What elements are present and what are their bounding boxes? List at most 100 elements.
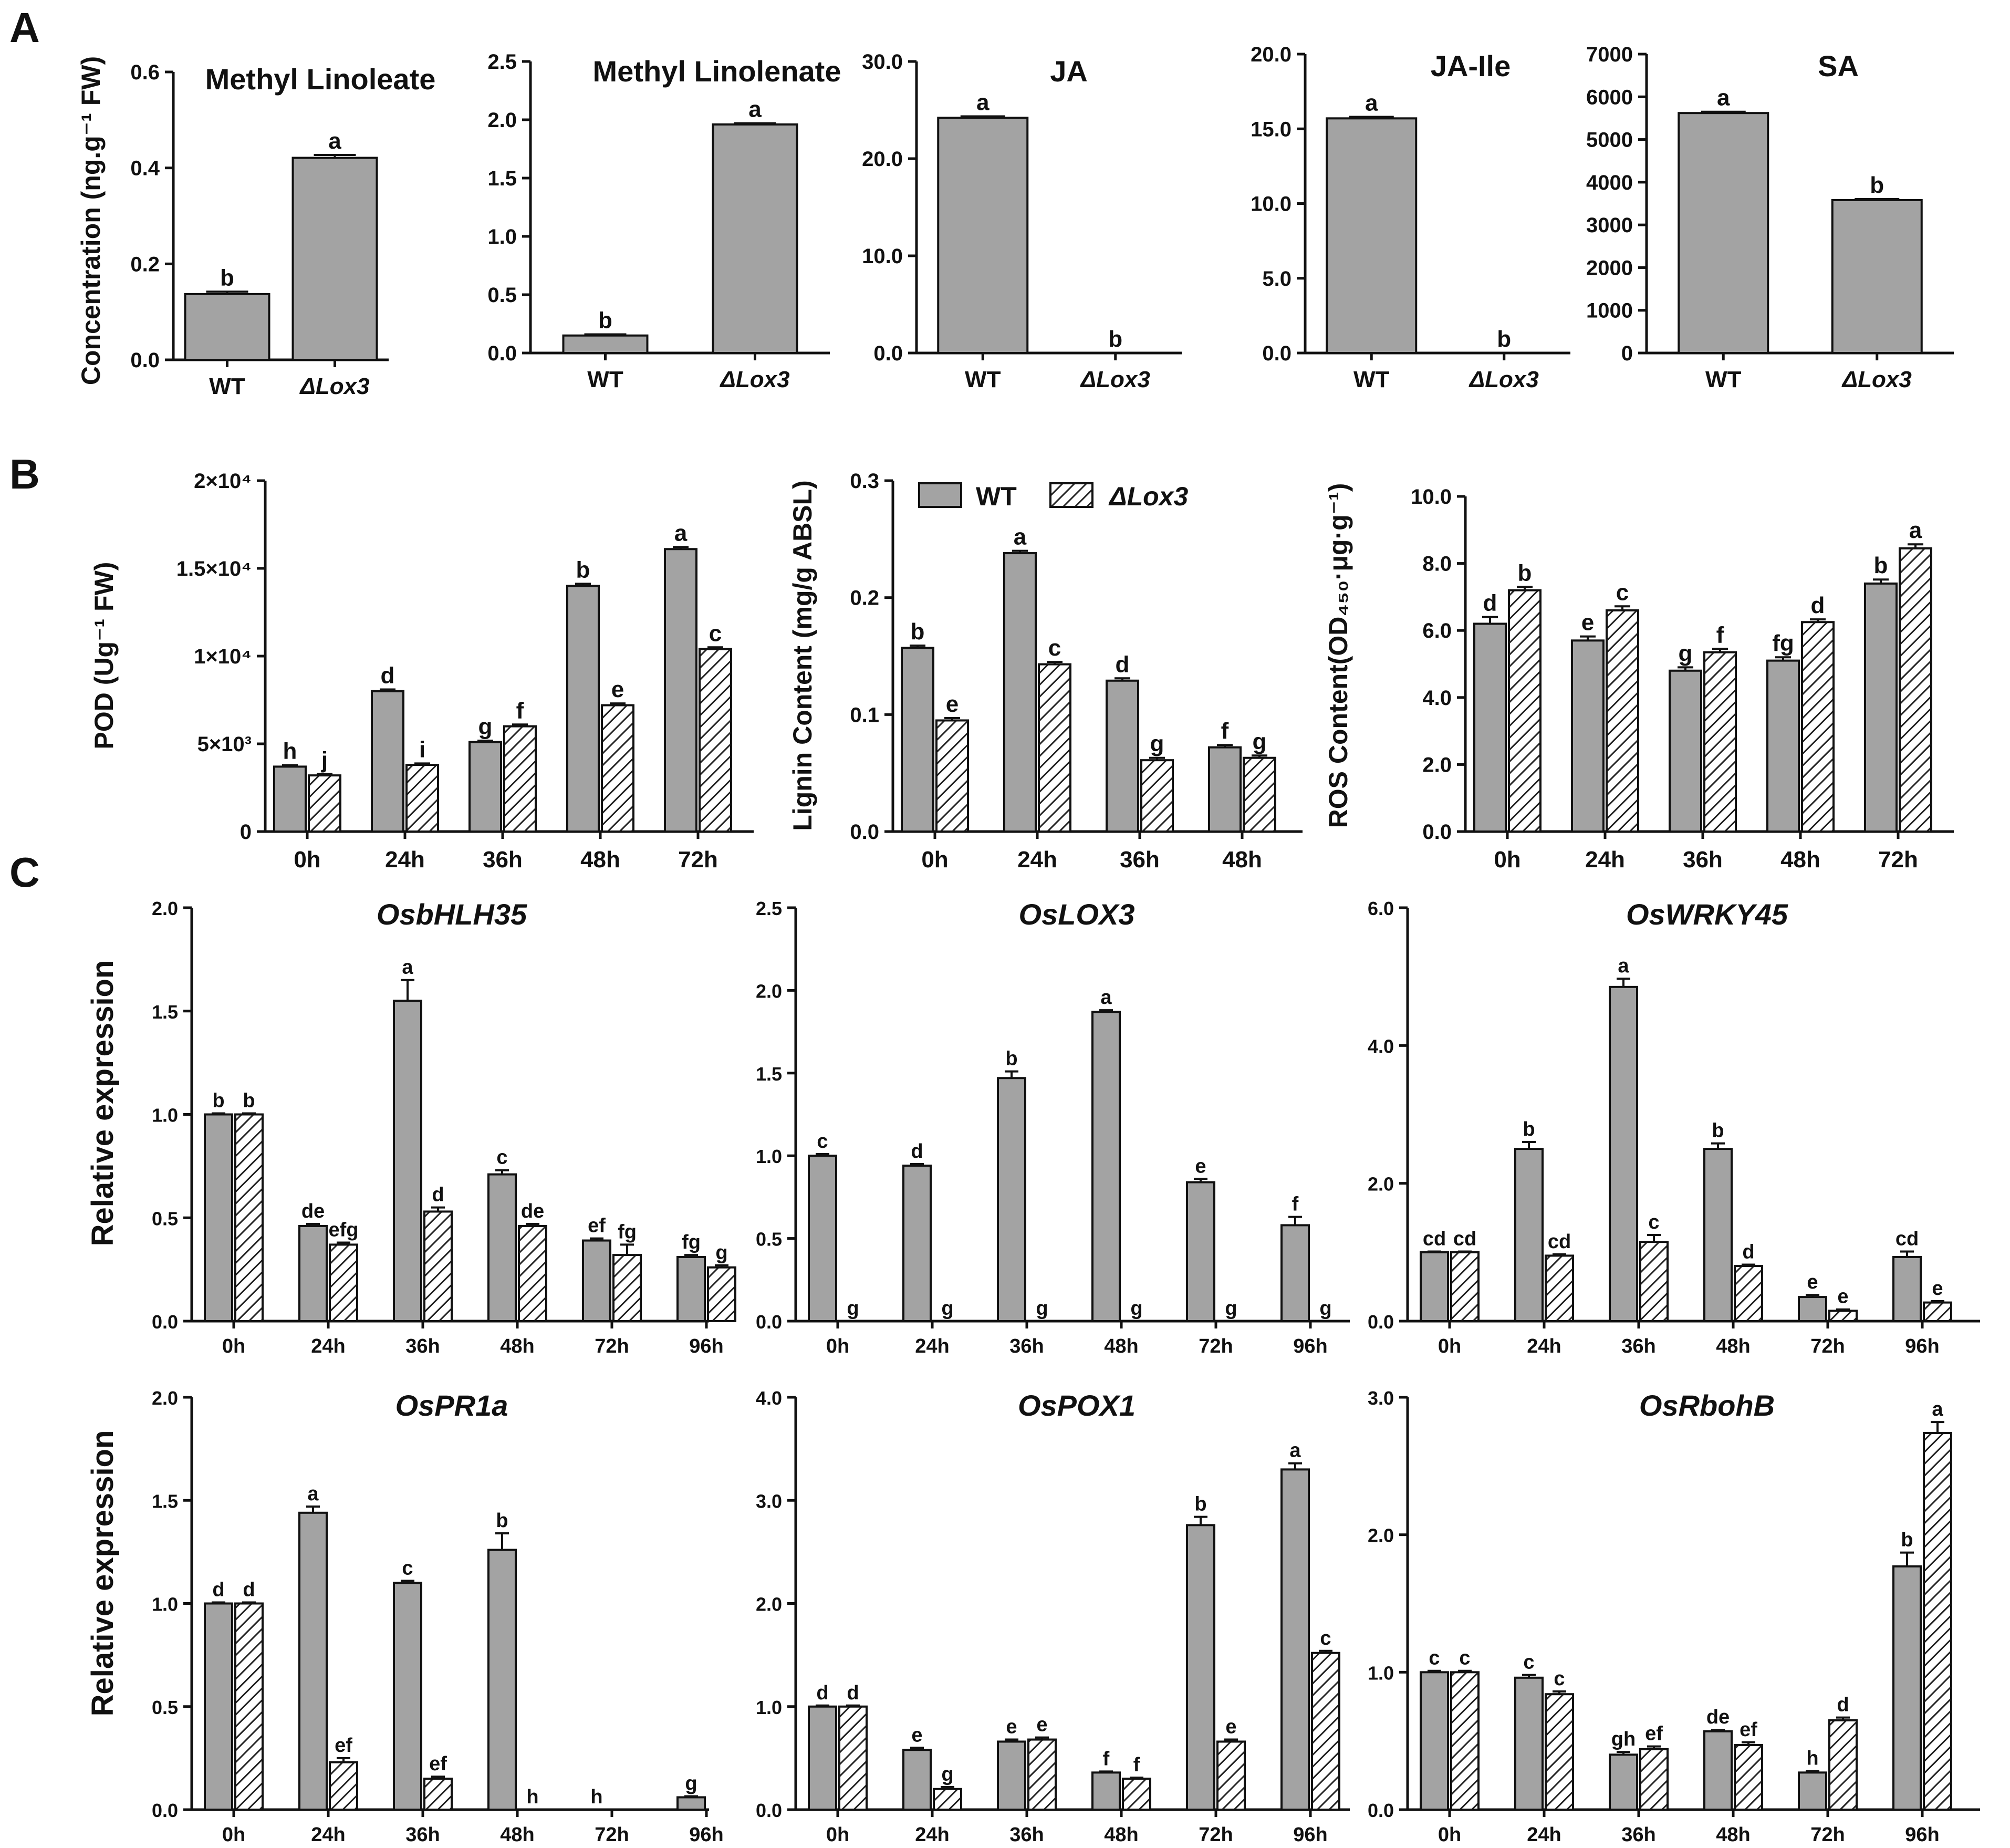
chart-methyl-linolenate: 0.0 0.5 1.0 1.5 2.0 2.5 Methyl Linolenate b WT a Δ… (487, 50, 841, 392)
bar-wt-48h (1703, 1730, 1733, 1811)
x-tick-label: 48h (1222, 847, 1262, 873)
bar-lox3-36h (1639, 1241, 1669, 1323)
bar-lox3-48h (1734, 1265, 1763, 1322)
y-tick-label: 0.0 (873, 342, 903, 365)
y-tick-label: 1.0 (756, 1146, 782, 1167)
significance-letter: e (1581, 610, 1594, 636)
significance-letter: g (941, 1297, 953, 1320)
y-tick-label: 4000 (1586, 171, 1633, 194)
significance-letter: b (243, 1090, 255, 1112)
y-tick-label: 3000 (1586, 214, 1633, 237)
significance-letter: de (301, 1200, 325, 1222)
chart-ja-ile: 0.0 5.0 10.0 15.0 20.0 JA-Ile a WT b ΔLox3 (1251, 43, 1570, 392)
x-tick-label: 24h (1527, 1824, 1561, 1846)
significance-letter: e (1195, 1155, 1206, 1177)
significance-letter: d (432, 1184, 444, 1206)
significance-letter: fg (618, 1221, 637, 1243)
bar-lox3-24h (1038, 663, 1071, 833)
y-tick-label: 1×10⁴ (194, 645, 252, 668)
significance-letter: e (946, 691, 959, 717)
significance-letter: f (1716, 622, 1724, 648)
chart-title: OsPOX1 (1018, 1389, 1136, 1422)
bar-lox3-48h (518, 1224, 547, 1322)
y-tick-label: 2.0 (152, 1387, 178, 1409)
significance-letter: g (941, 1763, 953, 1785)
x-tick-label: 96h (1293, 1824, 1327, 1846)
bar-wt-72h (1186, 1181, 1215, 1323)
chart-sa: 0 1000 2000 3000 4000 5000 6000 7000 SA a WT b ΔLox3 (1586, 43, 1954, 392)
bar-wt-0h (273, 765, 307, 833)
y-tick-label: 1.5 (152, 1001, 178, 1023)
bar-wt-24h (1003, 552, 1037, 833)
x-tick-label: 96h (689, 1824, 723, 1846)
legend-wt-label: WT (976, 482, 1017, 511)
x-tick-label: 24h (311, 1335, 345, 1357)
chart-title: OsPR1a (395, 1389, 508, 1422)
significance-letter: fg (1772, 630, 1794, 656)
bar-wt-36h (1106, 679, 1139, 833)
x-tick-label: 0h (222, 1824, 245, 1846)
y-tick-label: 1.0 (152, 1105, 178, 1126)
significance-letter: a (1932, 1398, 1943, 1420)
y-tick-label: 1.5 (756, 1063, 782, 1085)
bar-lox3-0h (308, 774, 341, 833)
significance-letter: c (1648, 1211, 1659, 1233)
bar-lox3-0h (234, 1602, 264, 1811)
panel-a-ylabel: Concentration (ng.g⁻¹ FW) (76, 56, 106, 385)
significance-letter: h (590, 1786, 602, 1808)
bar-wt (1326, 117, 1418, 355)
significance-letter: fg (682, 1231, 701, 1253)
x-tick-label: 36h (1009, 1824, 1044, 1846)
legend-mutant-label: ΔLox3 (1108, 482, 1188, 511)
y-tick-label: 20.0 (1251, 43, 1292, 66)
bar-wt-72h (582, 1239, 611, 1322)
bar-wt-24h (371, 690, 404, 833)
significance-letter: cd (1453, 1228, 1476, 1250)
bar-wt-72h (664, 548, 697, 833)
significance-letter: b (212, 1090, 224, 1112)
significance-letter: j (321, 747, 328, 773)
bar-wt-24h (1514, 1148, 1544, 1322)
y-tick-label: 0.0 (850, 821, 879, 844)
significance-letter: g (1036, 1297, 1048, 1320)
panel-label-c: C (9, 849, 40, 896)
y-tick-label: 1.0 (756, 1697, 782, 1718)
significance-letter: b (1712, 1120, 1724, 1142)
significance-letter: b (576, 557, 590, 583)
significance-letter: ef (429, 1753, 447, 1775)
y-tick-label: 15.0 (1251, 118, 1292, 141)
significance-letter: d (1483, 590, 1497, 616)
pod-ylabel: POD (Ug⁻¹ FW) (89, 562, 119, 750)
y-tick-label: 0.0 (1368, 1800, 1394, 1821)
bar-lox3-72h (1828, 1310, 1858, 1322)
bar-wt-36h (997, 1740, 1026, 1811)
x-tick-label: 36h (1621, 1335, 1655, 1357)
significance-letter: a (1100, 987, 1112, 1009)
significance-letter: f (1292, 1193, 1299, 1216)
bar-wt (562, 334, 649, 355)
y-tick-label: 2000 (1586, 256, 1633, 279)
x-tick-label: 24h (1527, 1335, 1561, 1357)
bar-wt-36h (1609, 985, 1638, 1322)
significance-letter: c (402, 1557, 413, 1579)
y-tick-label: 0.0 (1422, 821, 1452, 844)
significance-letter: g (715, 1242, 727, 1264)
x-tick-label: 0h (826, 1824, 849, 1846)
x-tick-label: ΔLox3 (1080, 367, 1150, 392)
y-tick-label: 0.5 (152, 1208, 178, 1229)
x-tick-label: 48h (500, 1335, 534, 1357)
bar-wt-72h (1186, 1524, 1215, 1811)
y-tick-label: 0.0 (152, 1800, 178, 1821)
significance-letter: a (328, 128, 341, 154)
bar-wt-48h (1091, 1011, 1121, 1322)
significance-letter: c (496, 1147, 507, 1169)
bar-wt-0h (1420, 1251, 1449, 1322)
y-tick-label: 2.0 (1368, 1174, 1394, 1195)
x-tick-label: 72h (678, 847, 718, 873)
bar-wt (937, 117, 1029, 355)
y-tick-label: 0 (240, 821, 252, 844)
bar-lox3 (712, 123, 798, 354)
bar-lox3-36h (1027, 1738, 1057, 1811)
